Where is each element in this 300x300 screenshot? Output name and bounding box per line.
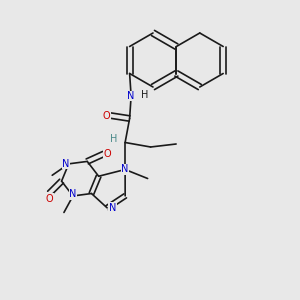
- Text: N: N: [69, 190, 76, 200]
- Text: N: N: [122, 164, 129, 175]
- Text: O: O: [46, 194, 53, 203]
- Text: H: H: [110, 134, 117, 144]
- Text: N: N: [62, 159, 69, 169]
- Text: N: N: [128, 91, 135, 101]
- Text: O: O: [103, 149, 111, 159]
- Text: H: H: [141, 89, 148, 100]
- Text: N: N: [109, 203, 116, 213]
- Text: O: O: [103, 110, 110, 121]
